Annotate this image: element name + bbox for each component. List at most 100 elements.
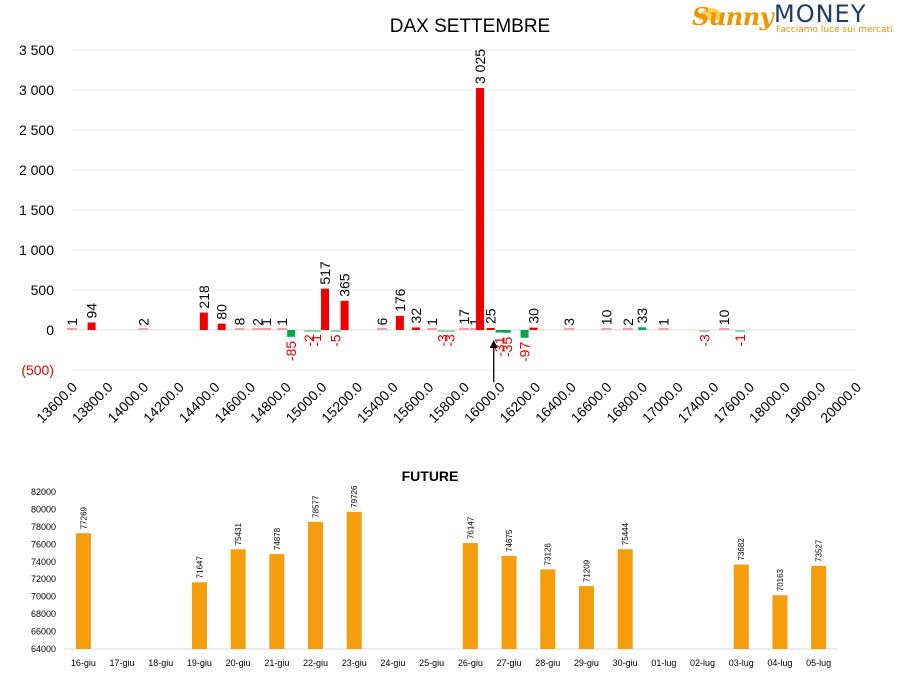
chart1-data-label: 1 xyxy=(258,318,274,326)
chart2-y-tick-label: 72000 xyxy=(31,574,56,584)
chart2-y-tick-label: 68000 xyxy=(31,609,56,619)
chart2-data-label: 78577 xyxy=(312,495,321,518)
chart1-bar xyxy=(495,330,504,333)
chart1-data-label: -31 xyxy=(492,336,508,356)
chart2-data-label: 75431 xyxy=(234,522,243,545)
chart1-data-label: -5 xyxy=(328,334,344,347)
chart2-y-tick-label: 66000 xyxy=(31,627,56,637)
chart1-y-tick-label: 2 000 xyxy=(19,162,54,178)
chart2-y-tick-label: 70000 xyxy=(31,592,56,602)
chart1-bar xyxy=(277,328,288,330)
chart2-data-label: 74878 xyxy=(273,527,282,550)
sun-icon xyxy=(699,8,723,20)
chart1-title: DAX SETTEMBRE xyxy=(390,16,550,37)
chart1-data-label: 176 xyxy=(392,288,408,312)
chart2-x-tick-label: 04-lug xyxy=(767,658,792,668)
chart1-data-label: 3 xyxy=(561,318,577,326)
chart2-data-label: 79726 xyxy=(350,485,359,508)
chart1-bar xyxy=(564,328,575,330)
chart1-bar xyxy=(502,330,511,333)
chart1-bar xyxy=(529,327,538,330)
chart2-bar xyxy=(462,543,478,649)
chart1-data-label: -2 xyxy=(301,334,317,347)
chart1-bar xyxy=(138,328,149,330)
chart1-data-label: 17 xyxy=(456,309,472,325)
chart1-data-label: 10 xyxy=(599,309,615,325)
chart1-data-label: -97 xyxy=(517,342,533,362)
chart1-bar xyxy=(321,288,330,330)
chart2-data-label: 71209 xyxy=(582,559,591,582)
chart1-data-label: 10 xyxy=(716,309,732,325)
chart1-bar xyxy=(67,328,77,330)
chart2-bar xyxy=(578,586,594,649)
chart2-x-tick-label: 27-giu xyxy=(497,658,522,668)
chart1-data-label: 1 xyxy=(656,318,672,326)
chart2-data-label: 71647 xyxy=(195,556,204,579)
chart1-y-tick-label: (500) xyxy=(21,362,54,378)
chart1-data-label: 2 xyxy=(620,318,636,326)
chart1-data-label: -1 xyxy=(308,334,324,347)
future-chart: FUTURE 64000 66000 68000 70000 72000 74000 7600… xyxy=(31,468,838,668)
chart1-bar xyxy=(622,328,633,330)
chart1-bar xyxy=(252,328,263,330)
chart1-bar xyxy=(426,328,437,330)
chart1-data-label: 1 xyxy=(64,318,80,326)
chart1-bar xyxy=(601,328,612,330)
chart1-data-label: 2 xyxy=(135,318,151,326)
chart2-bar xyxy=(811,565,827,649)
chart2-bar xyxy=(617,549,633,649)
chart2-bar xyxy=(308,521,324,649)
chart1-bar xyxy=(638,327,647,330)
chart2-x-tick-label: 19-giu xyxy=(187,658,212,668)
chart2-x-tick-label: 20-giu xyxy=(226,658,251,668)
chart1-y-tick-label: 3 000 xyxy=(19,82,54,98)
chart1-bar xyxy=(287,330,296,337)
chart1-data-label: 94 xyxy=(84,303,100,319)
chart1-bar xyxy=(340,300,349,330)
chart1-marker-arrow-head xyxy=(489,340,498,348)
chart2-data-label: 76147 xyxy=(466,516,475,539)
chart2-bar xyxy=(346,511,362,649)
chart1-bar xyxy=(719,328,730,330)
chart1-bar xyxy=(658,328,669,330)
chart1-bar xyxy=(395,315,404,330)
chart1-data-label: 80 xyxy=(214,304,230,320)
chart1-bar xyxy=(520,330,529,338)
chart2-data-label: 73682 xyxy=(737,538,746,561)
chart2-x-tick-label: 29-giu xyxy=(574,658,599,668)
chart1-data-label: -85 xyxy=(283,341,299,361)
chart2-x-tick-label: 21-giu xyxy=(264,658,289,668)
chart1-bar xyxy=(476,88,485,330)
chart2-y-tick-label: 78000 xyxy=(31,522,56,532)
chart1-data-label: -3 xyxy=(442,334,458,347)
chart2-title: FUTURE xyxy=(402,468,459,484)
chart1-data-label: 2 xyxy=(249,318,265,326)
chart2-data-label: 73527 xyxy=(815,539,824,562)
chart1-data-label: 218 xyxy=(196,285,212,309)
chart2-bar xyxy=(772,595,788,649)
chart1-data-label: -35 xyxy=(499,337,515,357)
chart2-y-tick-label: 80000 xyxy=(31,504,56,514)
dax-settembre-chart: DAX SETTEMBRE 3 500 3 000 2 500 2 000 1 500 1 … xyxy=(19,16,864,426)
logo-brand-sunny: Sunny xyxy=(692,2,774,31)
chart1-bar xyxy=(411,327,420,330)
chart2-bar xyxy=(230,549,246,649)
chart1-bar xyxy=(437,330,448,332)
chart1-data-label: 25 xyxy=(483,308,499,324)
chart2-bar xyxy=(733,564,749,649)
chart2-bar xyxy=(191,582,207,649)
chart1-y-tick-label: 1 500 xyxy=(19,202,54,218)
chart1-data-label: 3 025 xyxy=(472,49,488,84)
chart2-y-tick-label: 76000 xyxy=(31,539,56,549)
chart1-data-label: 30 xyxy=(525,308,541,324)
chart2-x-tick-label: 22-giu xyxy=(303,658,328,668)
chart1-data-label: -3 xyxy=(697,334,713,347)
chart2-x-tick-label: 28-giu xyxy=(535,658,560,668)
logo-tagline: Facciamo luce sui mercati xyxy=(776,25,893,35)
chart1-data-label: 1 xyxy=(274,318,290,326)
chart1-data-label: 1 xyxy=(467,318,483,326)
chart2-x-tick-label: 24-giu xyxy=(380,658,405,668)
chart2-x-tick-label: 01-lug xyxy=(651,658,676,668)
chart1-bar xyxy=(735,330,746,332)
chart1-data-label: 1 xyxy=(424,318,440,326)
